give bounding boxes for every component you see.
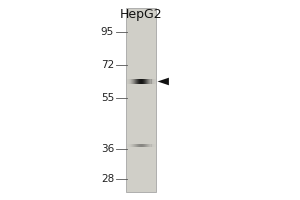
- Bar: [131, 144, 132, 147]
- Bar: [131, 79, 132, 84]
- Bar: [129, 79, 130, 84]
- Bar: [151, 79, 152, 84]
- Bar: [139, 144, 140, 147]
- Bar: [135, 79, 136, 84]
- Text: 95: 95: [101, 27, 114, 37]
- Text: 55: 55: [101, 93, 114, 103]
- Bar: [154, 144, 155, 147]
- Bar: [149, 79, 150, 84]
- Bar: [137, 79, 138, 84]
- Bar: [142, 144, 143, 147]
- Bar: [146, 79, 147, 84]
- Bar: [132, 79, 133, 84]
- Bar: [145, 79, 146, 84]
- Bar: [149, 144, 150, 147]
- Bar: [149, 144, 150, 147]
- Bar: [134, 144, 135, 147]
- Bar: [139, 79, 140, 84]
- Bar: [151, 144, 152, 147]
- Bar: [137, 144, 138, 147]
- Bar: [133, 144, 134, 147]
- Bar: [135, 144, 136, 147]
- Bar: [128, 79, 129, 84]
- Bar: [140, 144, 141, 147]
- Bar: [143, 144, 144, 147]
- Polygon shape: [158, 78, 169, 85]
- Bar: [146, 144, 147, 147]
- Bar: [153, 79, 154, 84]
- Bar: [130, 79, 131, 84]
- Bar: [129, 144, 130, 147]
- Bar: [136, 144, 137, 147]
- Bar: [149, 79, 150, 84]
- Bar: [141, 79, 142, 84]
- Text: HepG2: HepG2: [120, 8, 162, 21]
- Bar: [145, 144, 146, 147]
- Bar: [134, 79, 135, 84]
- Bar: [133, 79, 134, 84]
- Text: 28: 28: [101, 174, 114, 184]
- Bar: [150, 79, 151, 84]
- Bar: [155, 79, 156, 84]
- Bar: [130, 144, 131, 147]
- Bar: [148, 79, 149, 84]
- Text: 36: 36: [101, 144, 114, 154]
- Bar: [150, 144, 151, 147]
- Bar: [132, 144, 133, 147]
- Bar: [128, 144, 129, 147]
- Bar: [152, 79, 153, 84]
- Bar: [142, 79, 143, 84]
- Bar: [153, 144, 154, 147]
- Bar: [155, 144, 156, 147]
- Bar: [136, 79, 137, 84]
- Bar: [153, 79, 154, 84]
- Bar: [144, 144, 145, 147]
- Bar: [153, 144, 154, 147]
- Bar: [154, 79, 155, 84]
- Bar: [147, 144, 148, 147]
- Bar: [127, 79, 128, 84]
- Bar: [148, 144, 149, 147]
- Bar: [141, 144, 142, 147]
- Bar: [152, 144, 153, 147]
- Bar: [138, 79, 139, 84]
- Bar: [140, 79, 141, 84]
- Bar: [126, 8, 156, 192]
- Bar: [127, 144, 128, 147]
- Bar: [144, 79, 145, 84]
- Bar: [138, 144, 139, 147]
- Text: 72: 72: [101, 60, 114, 70]
- Bar: [143, 79, 144, 84]
- Bar: [147, 79, 148, 84]
